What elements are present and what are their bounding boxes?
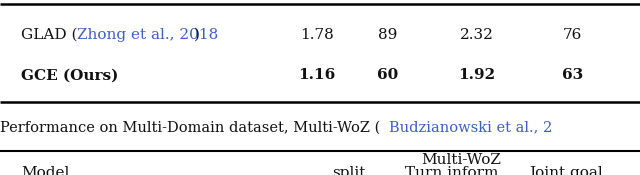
Text: GCE (Ours): GCE (Ours) bbox=[21, 68, 118, 82]
Text: Turn inform: Turn inform bbox=[404, 166, 498, 175]
Text: Zhong et al., 2018: Zhong et al., 2018 bbox=[77, 28, 219, 42]
Text: GLAD (: GLAD ( bbox=[21, 28, 77, 42]
Text: 76: 76 bbox=[563, 28, 582, 42]
Text: Performance on Multi-Domain dataset, Multi-WoZ (: Performance on Multi-Domain dataset, Mul… bbox=[0, 121, 380, 135]
Text: 1.16: 1.16 bbox=[298, 68, 335, 82]
Text: 89: 89 bbox=[378, 28, 397, 42]
Text: split: split bbox=[332, 166, 365, 175]
Text: 63: 63 bbox=[562, 68, 584, 82]
Text: 2.32: 2.32 bbox=[460, 28, 493, 42]
Text: Budzianowski et al., 2: Budzianowski et al., 2 bbox=[389, 121, 552, 135]
Text: 1.92: 1.92 bbox=[458, 68, 495, 82]
Text: Model: Model bbox=[21, 166, 70, 175]
Text: Joint goal: Joint goal bbox=[529, 166, 604, 175]
Text: 1.78: 1.78 bbox=[300, 28, 333, 42]
Text: ): ) bbox=[194, 28, 200, 42]
Text: Multi-WoZ: Multi-WoZ bbox=[421, 153, 500, 167]
Text: 60: 60 bbox=[376, 68, 398, 82]
